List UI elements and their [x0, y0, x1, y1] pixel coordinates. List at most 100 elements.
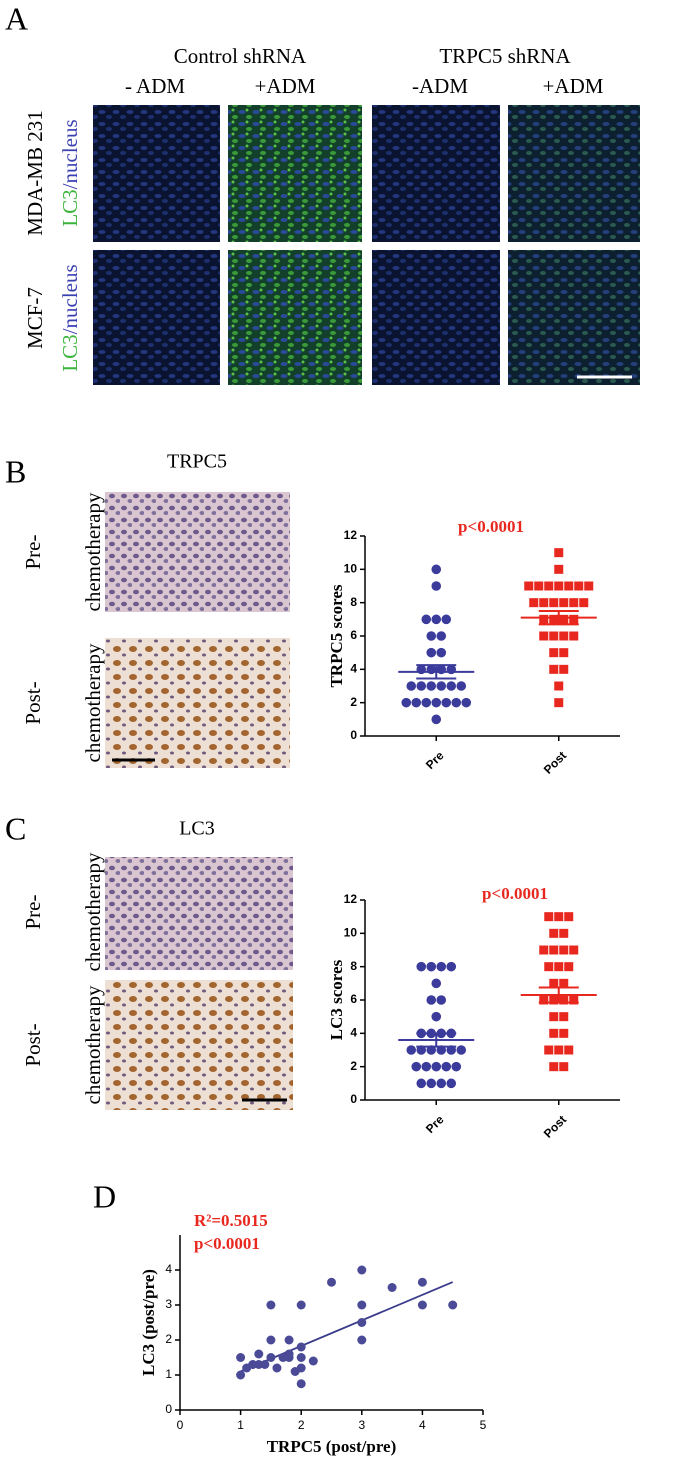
data-point [411, 697, 422, 708]
data-point [431, 1061, 442, 1072]
x-tick-label: Pre [423, 1112, 447, 1136]
data-point [406, 681, 417, 691]
annotation: R²=0.5015 [194, 1211, 268, 1230]
group-label: Control shRNA [174, 44, 307, 68]
data-point [421, 614, 432, 625]
row-stain: LC3/nucleus [58, 119, 82, 226]
y-tick-label: 12 [344, 528, 358, 542]
error-bar [538, 610, 579, 626]
x-axis-label: TRPC5 (post/pre) [267, 1437, 397, 1456]
data-point [559, 1012, 569, 1022]
y-tick-label: 10 [344, 562, 358, 576]
data-point [387, 1283, 397, 1292]
x-tick-label: 5 [480, 1418, 487, 1432]
row-stain: LC3/nucleus [58, 264, 82, 371]
data-point [357, 1300, 367, 1310]
row-subtitle: chemotherapy [81, 643, 105, 762]
data-point [254, 1349, 264, 1359]
data-point [554, 962, 564, 972]
data-point [436, 631, 447, 641]
data-point [544, 962, 554, 972]
data-point [411, 1061, 422, 1072]
panel-label: B [5, 453, 26, 489]
data-point [308, 1356, 318, 1366]
data-point [448, 1300, 458, 1310]
data-point [549, 1012, 559, 1022]
panel-label: D [93, 1178, 116, 1214]
data-point [559, 598, 569, 608]
y-tick-label: 6 [350, 992, 357, 1006]
data-point [569, 995, 579, 1005]
data-point [554, 698, 564, 708]
column-label: - ADM [125, 74, 185, 98]
error-bar [416, 1032, 457, 1048]
data-point [296, 1342, 306, 1352]
data-point [441, 614, 452, 625]
data-point [549, 648, 559, 658]
column-label: +ADM [543, 74, 604, 98]
data-point [544, 581, 554, 591]
data-point [436, 647, 447, 658]
data-point [357, 1265, 367, 1275]
data-point [456, 681, 467, 691]
image [93, 250, 220, 385]
data-point [431, 564, 442, 575]
panel-label: C [5, 810, 26, 846]
data-point [559, 978, 569, 988]
data-point [549, 631, 559, 641]
image [105, 492, 290, 612]
data-point [539, 598, 549, 608]
panel-label: A [5, 0, 28, 36]
data-point [524, 581, 534, 591]
data-point [549, 614, 559, 624]
data-point [416, 681, 427, 691]
histology-images [105, 492, 293, 1110]
data-point [284, 1335, 294, 1345]
data-point [431, 697, 442, 708]
data-point [406, 1045, 417, 1055]
data-point [451, 697, 462, 708]
error-bar [416, 664, 457, 680]
data-point [296, 1353, 306, 1362]
data-point [529, 598, 539, 608]
data-point [554, 581, 564, 591]
data-point [559, 945, 569, 955]
data-point [564, 581, 574, 591]
data-point [421, 697, 432, 708]
p-value: p<0.0001 [482, 884, 548, 903]
error-bar [538, 986, 579, 1004]
data-point [401, 697, 412, 708]
data-point [549, 1028, 559, 1038]
data-point [461, 697, 472, 708]
x-tick-label: 4 [419, 1418, 426, 1432]
data-point [431, 714, 442, 725]
data-point [456, 1045, 467, 1055]
group-label: TRPC5 shRNA [439, 44, 571, 68]
data-point [559, 614, 569, 624]
x-tick-label: 2 [298, 1418, 305, 1432]
data-point [426, 1078, 437, 1089]
data-point [544, 912, 554, 922]
data-point [574, 581, 584, 591]
panel-title: LC3 [179, 818, 215, 840]
y-tick-label: 1 [165, 1367, 172, 1381]
p-value: p<0.0001 [458, 517, 524, 536]
data-point [554, 1045, 564, 1055]
data-point [272, 1363, 282, 1373]
row-subtitle: chemotherapy [81, 852, 105, 971]
data-point [559, 648, 569, 658]
y-tick-label: 4 [350, 662, 357, 676]
data-point [534, 581, 544, 591]
y-tick-label: 0 [350, 1092, 357, 1106]
data-point [549, 945, 559, 955]
y-tick-label: 2 [350, 695, 357, 709]
data-point [549, 598, 559, 608]
y-tick-label: 6 [350, 628, 357, 642]
column-label: -ADM [412, 74, 468, 98]
row-label: Post- [21, 681, 45, 724]
data-point [451, 1061, 462, 1072]
data-point [559, 995, 569, 1005]
data-point [431, 581, 442, 591]
data-point [296, 1300, 306, 1310]
row-subtitle: chemotherapy [81, 492, 105, 611]
